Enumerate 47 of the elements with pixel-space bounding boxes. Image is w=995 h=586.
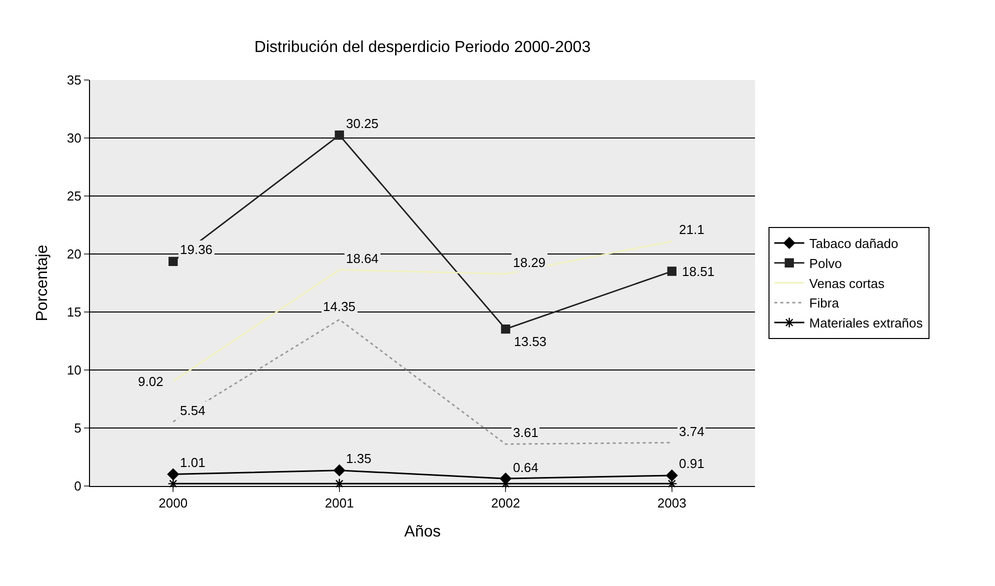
data-label: 3.61 [513, 425, 538, 440]
data-label: 14.35 [323, 299, 356, 314]
legend-label: Tabaco dañado [809, 236, 898, 252]
point [334, 464, 346, 476]
x-tick-label: 2001 [324, 496, 354, 511]
data-label: 19.36 [180, 242, 213, 257]
x-tick-label: 2000 [158, 496, 188, 511]
legend-label: Materiales extraños [809, 316, 924, 331]
legend-label: Fibra [809, 296, 840, 311]
point [334, 130, 344, 140]
chart-title: Distribución del desperdicio Periodo 2000-2003 [254, 39, 591, 56]
data-label: 13.53 [514, 334, 547, 349]
point [667, 266, 676, 276]
data-label: 1.35 [346, 451, 372, 466]
data-label: 21.1 [679, 222, 704, 237]
point [501, 324, 510, 334]
y-tick-label: 20 [66, 246, 82, 262]
y-tick-label: 10 [66, 362, 82, 378]
data-label: 3.74 [679, 424, 704, 439]
y-axis-title: Porcentaje [34, 244, 51, 322]
y-tick-label: 35 [66, 72, 82, 88]
data-label: 18.51 [682, 264, 715, 279]
point [168, 478, 179, 490]
point [334, 478, 345, 490]
data-label: 0.91 [679, 456, 704, 471]
data-label: 30.25 [346, 116, 379, 131]
data-label: 18.64 [346, 251, 379, 266]
x-tick-label: 2003 [657, 496, 686, 511]
data-label: 1.01 [180, 455, 206, 470]
point [666, 470, 678, 482]
point [167, 468, 179, 480]
y-tick-label: 5 [74, 420, 82, 436]
y-tick-label: 25 [66, 188, 82, 204]
x-axis-title: Años [404, 523, 441, 540]
point [666, 478, 678, 490]
data-label: 18.29 [513, 255, 546, 270]
y-tick-label: 30 [66, 130, 82, 146]
data-label: 9.02 [138, 374, 164, 389]
y-tick-label: 0 [74, 478, 82, 494]
data-label: 0.64 [513, 460, 538, 475]
y-tick-label: 15 [66, 304, 82, 320]
point [168, 256, 178, 266]
legend-label: Venas cortas [809, 276, 885, 291]
legend-label: Polvo [809, 256, 842, 271]
x-tick-label: 2002 [491, 496, 520, 511]
line-series [172, 240, 673, 382]
data-label: 5.54 [180, 403, 206, 418]
